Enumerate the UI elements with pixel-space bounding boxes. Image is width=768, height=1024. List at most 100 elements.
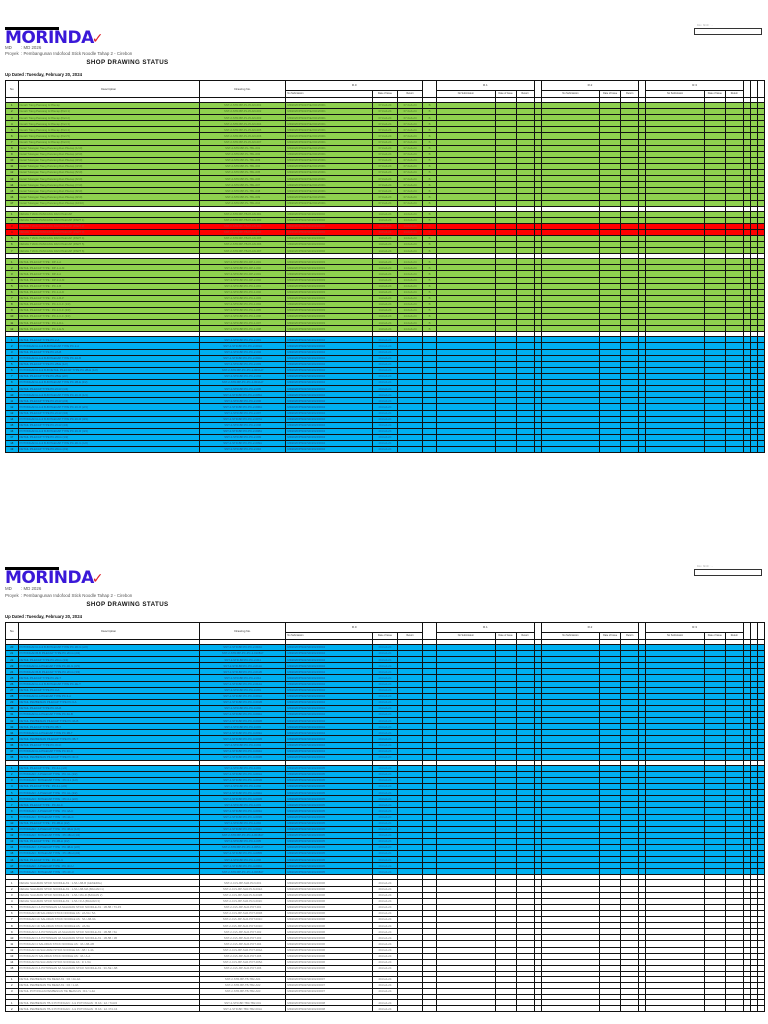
table-row[interactable]: 11 POTONGAN : A PILECAP TYPE : PC.4B-H (1…: [5, 825, 766, 833]
table-row[interactable]: 12 POTONGAN 4A SALURAN STICK NOODLE AS : …: [5, 946, 766, 954]
empty-cell: [515, 446, 535, 454]
empty-cell: [756, 247, 766, 255]
empty-cell: [533, 446, 542, 454]
table-row[interactable]: 2 DETAIL PEMBESIAN TIE BEAM AS : R4 / 1-3…: [5, 981, 766, 990]
table-row[interactable]: 1 DENAH SALURAN STICK NOODLE AS : 1-5A / …: [5, 879, 766, 887]
table-row[interactable]: 15 POTONGAN : B PILECAP TYPE : PC.4B-H (2…: [5, 850, 766, 858]
empty-cell: [638, 247, 647, 255]
col-rev-3: R.3: [645, 622, 744, 633]
empty-cell: [533, 988, 542, 996]
empty-cell: [756, 964, 766, 972]
table-row[interactable]: 15 DETAIL PILECAP TYPE PC.2C-R (4/4) SNT-2…: [5, 421, 766, 429]
table-row[interactable]: 17 Detail Tulangan Tiang Pancang Dan Pile…: [5, 199, 766, 207]
row-status: [422, 1005, 438, 1013]
table-row[interactable]: 18 POTONGAN A-A & B-B PILECAP TYPE PC.2D-…: [5, 439, 766, 448]
table-row[interactable]: 38 DETAIL PEMBESIAN PILECAP TYPE PC.3C-K S…: [5, 753, 766, 761]
col-rev-0: R.0: [285, 80, 424, 91]
table-row[interactable]: 6 POTONGAN 1B SALURAN STICK NOODLE AS : 2…: [5, 909, 766, 918]
empty-cell: [620, 964, 640, 972]
table-row[interactable]: 7 DENAH TIANG PANCANG DAN PILECAP (PART 6…: [5, 247, 766, 255]
row-description: DETAIL PEMBESIAN PILECAP TYPE PC.3C-K: [17, 753, 200, 761]
table-row[interactable]: 23 POTONGAN A-A PILECAP TYPE PC.2D-G (3/3…: [5, 662, 766, 670]
col-extra-1: [749, 622, 758, 640]
table-row[interactable]: 28 POTONGAN A-A PILECAP TYPE PC.3-A SNT-2-…: [5, 692, 766, 700]
table-row[interactable]: 31 POTONGAN A-A PILECAP TYPE PC.3A-B SNT-2…: [5, 711, 766, 719]
empty-cell: [742, 1005, 751, 1013]
table-row[interactable]: 21 POTONGAN B-B PILECAP TYPE PC.2D-G (2/2…: [5, 650, 766, 658]
table-row[interactable]: 10 POTONGAN A-A & B-B PILECAP TYPE PC.2C-…: [5, 391, 766, 399]
table-row[interactable]: 1 DENAH TIANG PANCANG DAN PILECAP SNT-2-ST…: [5, 210, 766, 218]
table-row[interactable]: 17 DETAIL PILECAP TYPE PC.2D-G (1/2) SNT-2…: [5, 433, 766, 441]
table-row[interactable]: 2 DENAH SALURAN STICK NOODLE AS : 1-5A / …: [5, 885, 766, 893]
table-row[interactable]: 32 DETAIL PEMBESIAN PILECAP TYPE PC.3A-B S…: [5, 717, 766, 725]
project-info: Proyek: Pembangunan Indofood Stick Noodl…: [5, 51, 133, 56]
table-row[interactable]: 13 Detail Tulangan Tiang Pancang Dan Pile…: [5, 175, 766, 183]
table-row[interactable]: 22 DETAIL PILECAP TYPE PC.2D-G (3/3) SNT-2…: [5, 656, 766, 664]
company-logo: MORINDA✓: [5, 27, 104, 48]
table-row[interactable]: 2 DETAIL PILECAP TYPE : DP-1-A-M SNT-2-STR…: [5, 264, 766, 272]
table-row[interactable]: 11 Detail Tulangan Tiang Pancang Dan Pile…: [5, 162, 766, 171]
table-row[interactable]: 2 Denah Tiang Pancang & Pilecap (Part 1) S…: [5, 108, 766, 116]
table-row[interactable]: 8 POTONGAN A-A & B-B PILECAP TYPE PC.2B-E…: [5, 379, 766, 387]
table-row[interactable]: 10 POTONGAN 3 & POTONGAN 3A SALURAN STICK…: [5, 934, 766, 942]
empty-cell: [724, 199, 744, 207]
document-number-box: Doc. Nmbr : ...: [694, 565, 762, 576]
table-row[interactable]: 3 DETAIL POTONGAN PEMBESIAN TIE BEAM AS :…: [5, 988, 766, 996]
table-row[interactable]: 6 DETAIL PILECAP TYPE : PC-1-A-D SNT-2-STR…: [5, 288, 766, 296]
table-row[interactable]: 9 Detail Tulangan Tiang Pancang Dan Pilec…: [5, 150, 766, 158]
table-row[interactable]: 5 POTONGAN 1 & POTONGAN 1A SALURAN STICK …: [5, 903, 766, 911]
empty-cell: [515, 247, 535, 255]
table-row[interactable]: 8 POTONGAN : A PILECAP TYPE : PC.4A-C SNT-…: [5, 807, 766, 815]
table-row[interactable]: 7 DETAIL PILECAP TYPE PC.2B-E (2/2) SNT-2-…: [5, 372, 766, 381]
table-row[interactable]: 37 POTONGAN A-A PILECAP TYPE PC.3C-K SNT-2…: [5, 747, 766, 755]
table-row[interactable]: 1 DETAIL PILECAP TYPE : PC.4-L (1/2) SNT-2…: [5, 764, 766, 772]
table-row[interactable]: 6 Denah Tiang Pancang & Pilecap (Part 5) S…: [5, 132, 766, 140]
table-row[interactable]: 29 DETAIL PEMBESIAN PILECAP TYPE PC.3-A SN…: [5, 698, 766, 706]
table-row[interactable]: 2 DETAIL PEMBESIAN TB-3 POTONGAN : A & PO…: [5, 1005, 766, 1013]
checkmark-icon: ✓: [91, 571, 104, 587]
table-row[interactable]: 14 POTONGAN 5A SALURAN STICK NOODLE AS : …: [5, 958, 766, 966]
table-row[interactable]: 14 Detail Tulangan Tiang Pancang Dan Pile…: [5, 181, 766, 189]
empty-cell: [620, 325, 640, 333]
table-row[interactable]: 16 Detail Tulangan Tiang Pancang Dan Pile…: [5, 193, 766, 201]
table-row[interactable]: 4 DETAIL PILECAP TYPE : DP-2-A-M SNT-2-STR…: [5, 276, 766, 284]
empty-cell: [756, 868, 766, 876]
table-row[interactable]: 3 Denah Tiang Pancang & Pilecap (Part 2) S…: [5, 114, 766, 122]
empty-cell: [724, 964, 744, 972]
empty-cell: [533, 753, 542, 761]
empty-cell: [533, 325, 542, 333]
table-row[interactable]: 6 DENAH TIANG PANCANG DAN PILECAP (PART 5…: [5, 241, 766, 249]
table-row[interactable]: 12 DETAIL PILECAP TYPE : PC-1-E-N SNT-2-ST…: [5, 325, 766, 333]
table-row[interactable]: 6 POTONGAN : B PILECAP TYPE : PC.4-L (2/2…: [5, 795, 766, 803]
table-row[interactable]: 4 DENAH TIANG PANCANG DAN PILECAP (PART 3…: [5, 228, 766, 236]
table-row[interactable]: 12 POTONGAN : B PILECAP TYPE : PC.4B-H (1…: [5, 831, 766, 839]
table-row[interactable]: 13 DETAIL PILECAP TYPE PC.2C-R (3/4) SNT-2…: [5, 409, 766, 417]
empty-cell: [638, 325, 647, 333]
table-row[interactable]: 10 Detail Tulangan Tiang Pancang Dan Pile…: [5, 156, 766, 164]
col-description: Description: [17, 80, 200, 98]
table-row[interactable]: 15 POTONGAN 6 & POTONGAN 6A SALURAN STICK…: [5, 964, 766, 972]
table-row[interactable]: 5 DENAH TIANG PANCANG DAN PILECAP (PART 4…: [5, 234, 766, 243]
col-extra-2: [756, 622, 766, 640]
table-row[interactable]: 7 DETAIL PILECAP TYPE : PC.4A-C SNT-2-STR-…: [5, 801, 766, 809]
table-row[interactable]: 8 Detail Tulangan Tiang Pancang Dan Pilec…: [5, 144, 766, 152]
table-row[interactable]: 27 DETAIL PILECAP TYPE PC.3-A SNT-2-STR-BP…: [5, 686, 766, 694]
table-row[interactable]: 33 DETAIL PILECAP TYPE PC.3B-T SNT-2-STR-B…: [5, 723, 766, 731]
table-row[interactable]: 9 POTONGAN : B PILECAP TYPE : PC.4A-C SNT-…: [5, 813, 766, 821]
col-extra-2: [756, 80, 766, 98]
empty-cell: [515, 1005, 535, 1013]
table-row[interactable]: 4 POTONGAN A-A & B-B PILECAP TYPE PC.2A-B…: [5, 354, 766, 362]
row-status: [422, 446, 438, 454]
table-row[interactable]: 5 Denah Tiang Pancang & Pilecap (Part 4) S…: [5, 126, 766, 134]
table-row[interactable]: 11 DETAIL PILECAP TYPE PC.2C-R (2/4) SNT-2…: [5, 397, 766, 405]
row-return-date: [396, 446, 424, 454]
table-row[interactable]: 18 POTONGAN : B PILECAP TYPE : PC.4C-U SNT…: [5, 868, 766, 876]
table-row[interactable]: 16 DETAIL PILECAP TYPE : PC.4C-U SNT-2-STR…: [5, 856, 766, 864]
empty-cell: [638, 988, 647, 996]
md-info: MD: MD 2026: [5, 586, 42, 591]
col-status-3: [742, 80, 751, 98]
table-row[interactable]: 19 DETAIL PILECAP TYPE PC.2D-G (2/2) SNT-2…: [5, 446, 766, 454]
table-row[interactable]: 13 POTONGAN 5 SALURAN STICK NOODLE AS : 3…: [5, 952, 766, 960]
row-submission-no: MD2026/PIS02/SD/2024/0004: [285, 446, 373, 454]
col-no-submission: No Submission: [285, 90, 373, 98]
